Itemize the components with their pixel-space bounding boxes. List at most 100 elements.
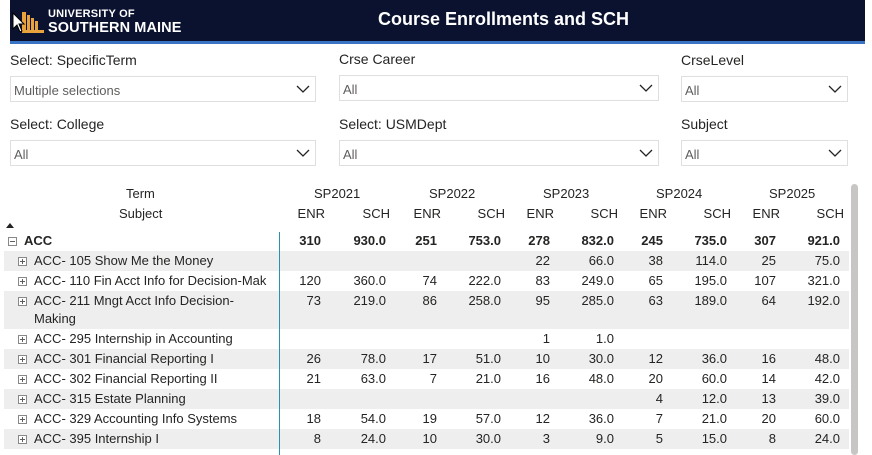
specific-term-dropdown[interactable]: Multiple selections — [10, 76, 316, 102]
value-cell: 195.0 — [694, 273, 727, 288]
term-header: SP2023 — [543, 186, 590, 201]
row-label: ACC- 211 Mngt Acct Info Decision- — [34, 293, 234, 308]
slicer-usm-dept: Select: USMDept All — [339, 116, 659, 166]
table-row[interactable]: ACC- 395 Internship I 8 24.0 10 30.0 3 9.0 5 15.… — [4, 429, 849, 449]
expand-icon[interactable] — [18, 375, 27, 384]
crse-level-dropdown[interactable]: All — [681, 76, 848, 102]
value-cell: 24.0 — [814, 431, 840, 446]
group-value-cell: 735.0 — [694, 233, 727, 248]
value-cell: 57.0 — [475, 411, 501, 426]
row-header-term: Term — [126, 186, 155, 201]
value-cell: 12 — [648, 351, 663, 366]
table-row[interactable]: ACC- 295 Internship in Accounting 1 1.0 — [4, 329, 849, 349]
dropdown-value: All — [685, 147, 700, 162]
value-cell: 60.0 — [701, 371, 727, 386]
measure-header: ENR — [639, 206, 667, 221]
value-cell: 321.0 — [807, 273, 840, 288]
mouse-pointer-icon — [12, 12, 26, 33]
report-header-banner: UNIVERSITY OF SOUTHERN MAINE Course Enro… — [10, 0, 865, 44]
term-header: SP2024 — [656, 186, 703, 201]
value-cell: 25 — [761, 253, 776, 268]
group-value-cell: 310 — [299, 233, 321, 248]
expand-icon[interactable] — [18, 277, 27, 286]
value-cell: 60.0 — [814, 411, 840, 426]
row-label: ACC- 315 Estate Planning — [34, 391, 186, 406]
value-cell: 21 — [306, 371, 321, 386]
slicer-label: Select: SpecificTerm — [10, 52, 137, 68]
table-row[interactable]: ACC- 301 Financial Reporting I 26 78.0 17 51… — [4, 349, 849, 369]
collapse-icon[interactable] — [8, 237, 17, 246]
value-cell: 12.0 — [701, 391, 727, 406]
value-cell: 30.0 — [475, 431, 501, 446]
value-cell: 15.0 — [701, 431, 727, 446]
crse-career-dropdown[interactable]: All — [339, 75, 659, 101]
value-cell: 64 — [761, 293, 776, 308]
expand-icon[interactable] — [18, 297, 27, 306]
value-cell: 65 — [648, 273, 663, 288]
term-header: SP2025 — [769, 186, 816, 201]
value-cell: 107 — [754, 273, 776, 288]
sort-ascending-icon[interactable] — [6, 223, 14, 228]
expand-icon[interactable] — [18, 435, 27, 444]
expand-icon[interactable] — [18, 335, 27, 344]
chevron-down-icon — [296, 85, 310, 93]
matrix-vertical-scrollbar[interactable] — [851, 184, 858, 455]
value-cell: 10 — [422, 431, 437, 446]
value-cell: 78.0 — [360, 351, 386, 366]
table-row[interactable]: ACC- 110 Fin Acct Info for Decision-Mak 1… — [4, 271, 849, 291]
usm-dept-dropdown[interactable]: All — [339, 140, 659, 166]
value-cell: 24.0 — [360, 431, 386, 446]
value-cell: 1.0 — [595, 331, 614, 346]
table-row[interactable]: ACC- 105 Show Me the Money 22 66.0 38 114.0 2… — [4, 251, 849, 271]
measure-header: SCH — [590, 206, 618, 221]
college-dropdown[interactable]: All — [10, 140, 316, 166]
value-cell: 22 — [535, 253, 550, 268]
value-cell: 10 — [535, 351, 550, 366]
value-cell: 249.0 — [581, 273, 614, 288]
value-cell: 192.0 — [807, 293, 840, 308]
value-cell: 74 — [422, 273, 437, 288]
value-cell: 39.0 — [814, 391, 840, 406]
value-cell: 20 — [648, 371, 663, 386]
expand-icon[interactable] — [18, 257, 27, 266]
slicer-crse-level: CrseLevel All — [681, 52, 848, 102]
row-header-divider — [279, 232, 280, 455]
value-cell: 30.0 — [588, 351, 614, 366]
table-row[interactable]: ACC- 211 Mngt Acct Info Decision- Making 7… — [4, 291, 849, 329]
subject-dropdown[interactable]: All — [681, 140, 848, 166]
value-cell: 75.0 — [814, 253, 840, 268]
slicer-label: Select: College — [10, 116, 105, 132]
table-row[interactable]: ACC- 315 Estate Planning 4 12.0 13 39.0 — [4, 389, 849, 409]
measure-header: SCH — [362, 206, 390, 221]
value-cell: 14 — [761, 371, 776, 386]
expand-icon[interactable] — [18, 395, 27, 404]
value-cell: 258.0 — [468, 293, 501, 308]
value-cell: 9.0 — [595, 431, 614, 446]
value-cell: 21.0 — [701, 411, 727, 426]
value-cell: 19 — [422, 411, 437, 426]
group-value-cell: 930.0 — [353, 233, 386, 248]
table-row[interactable]: ACC- 302 Financial Reporting II 21 63.0 7 21… — [4, 369, 849, 389]
row-label: ACC- 301 Financial Reporting I — [34, 351, 214, 366]
usm-logo-icon — [22, 12, 44, 33]
slicer-subject: Subject All — [681, 116, 848, 166]
value-cell: 3 — [542, 431, 550, 446]
slicer-label: Select: USMDept — [339, 116, 447, 132]
report-title: Course Enrollments and SCH — [378, 9, 630, 29]
measure-header: SCH — [477, 206, 505, 221]
table-row[interactable]: ACC- 329 Accounting Info Systems 18 54.0 19… — [4, 409, 849, 429]
group-value-cell: 278 — [528, 233, 550, 248]
value-cell: 219.0 — [353, 293, 386, 308]
chevron-down-icon — [639, 149, 653, 157]
dropdown-value: Multiple selections — [14, 83, 121, 98]
usm-logo: UNIVERSITY OF SOUTHERN MAINE — [22, 8, 182, 38]
group-value-cell: 251 — [415, 233, 437, 248]
value-cell: 73 — [306, 293, 321, 308]
chevron-down-icon — [828, 85, 842, 93]
expand-icon[interactable] — [18, 415, 27, 424]
value-cell: 18 — [306, 411, 321, 426]
logo-text-line2: SOUTHERN MAINE — [48, 20, 182, 36]
slicer-specific-term: Select: SpecificTerm Multiple selections — [10, 52, 316, 102]
expand-icon[interactable] — [18, 355, 27, 364]
row-label: ACC- 302 Financial Reporting II — [34, 371, 218, 386]
